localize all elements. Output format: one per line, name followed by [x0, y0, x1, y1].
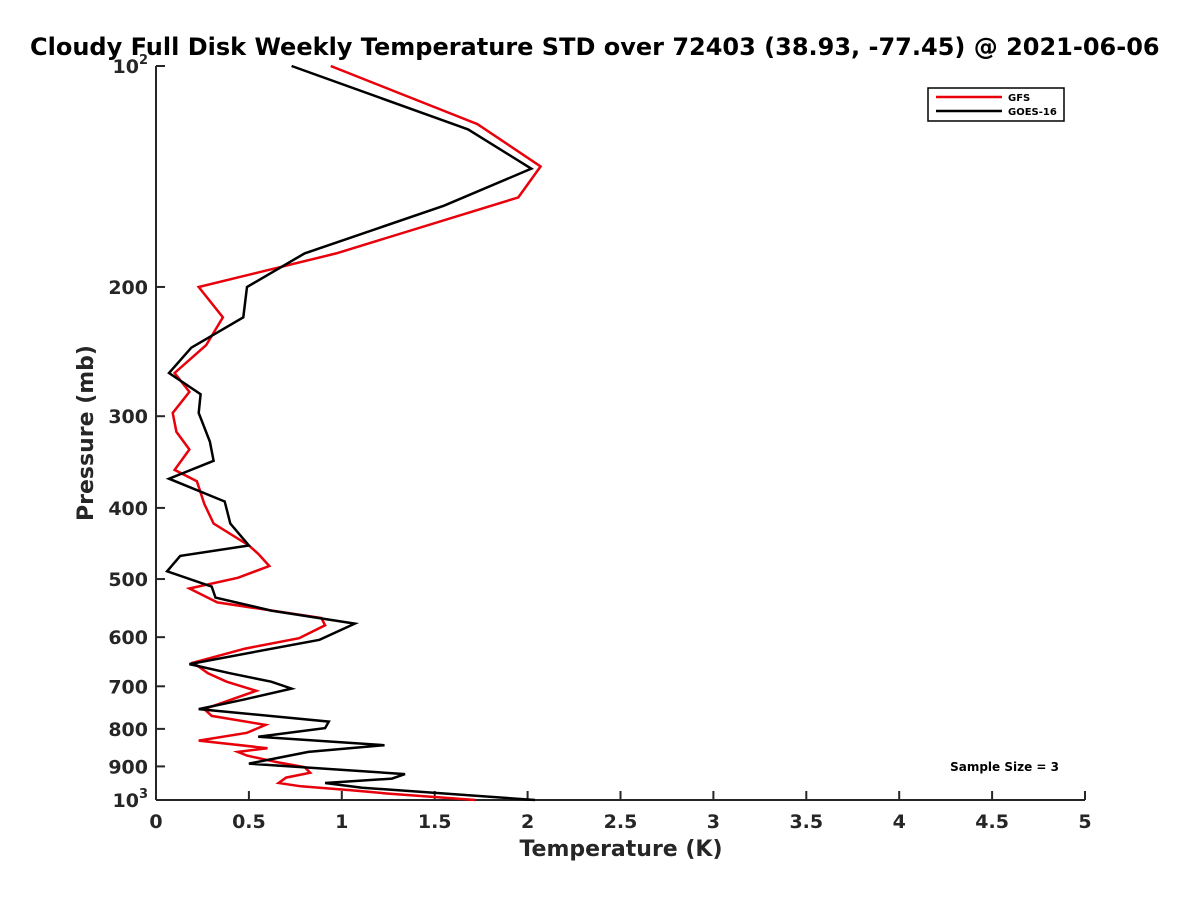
x-tick-label: 2.5	[604, 811, 638, 833]
series-line-goes-16	[164, 64, 536, 802]
y-tick-label: 600	[108, 627, 148, 649]
y-tick-label: 900	[108, 756, 148, 778]
x-tick-label: 0.5	[232, 811, 266, 833]
legend-label-goes-16: GOES-16	[1008, 107, 1057, 118]
y-tick-label: 102	[113, 53, 149, 78]
x-tick-label: 4	[893, 811, 906, 833]
x-tick-label: 1.5	[418, 811, 452, 833]
series-layer	[164, 64, 543, 802]
y-tick-label: 300	[108, 406, 148, 428]
legend-box	[927, 87, 1065, 122]
x-tick-label: 4.5	[975, 811, 1009, 833]
chart-title: Cloudy Full Disk Weekly Temperature STD …	[30, 33, 1160, 61]
y-tick-label: 700	[108, 676, 148, 698]
plot-axes: 0 0.5 1 1.5 2 2.5 3 3.5 4 4.5 5 102 200 300 400 500 600 7…	[108, 53, 1091, 833]
y-tick-label: 103	[113, 787, 149, 812]
x-tick-label: 2	[521, 811, 534, 833]
x-axis-label: Temperature (K)	[519, 837, 722, 862]
y-tick-label: 400	[108, 498, 148, 520]
x-tick-label: 1	[335, 811, 348, 833]
y-tick-label: 800	[108, 719, 148, 741]
y-axis-label: Pressure (mb)	[74, 345, 99, 521]
x-tick-label: 3.5	[789, 811, 823, 833]
y-tick-label: 200	[108, 277, 148, 299]
x-tick-label: 0	[149, 811, 162, 833]
y-tick-label: 500	[108, 569, 148, 591]
x-tick-label: 5	[1078, 811, 1091, 833]
legend: GFS GOES-16	[927, 87, 1065, 122]
series-line-gfs	[171, 64, 543, 802]
sample-size-annotation: Sample Size = 3	[950, 760, 1059, 774]
legend-label-gfs: GFS	[1008, 93, 1030, 104]
x-tick-label: 3	[707, 811, 720, 833]
